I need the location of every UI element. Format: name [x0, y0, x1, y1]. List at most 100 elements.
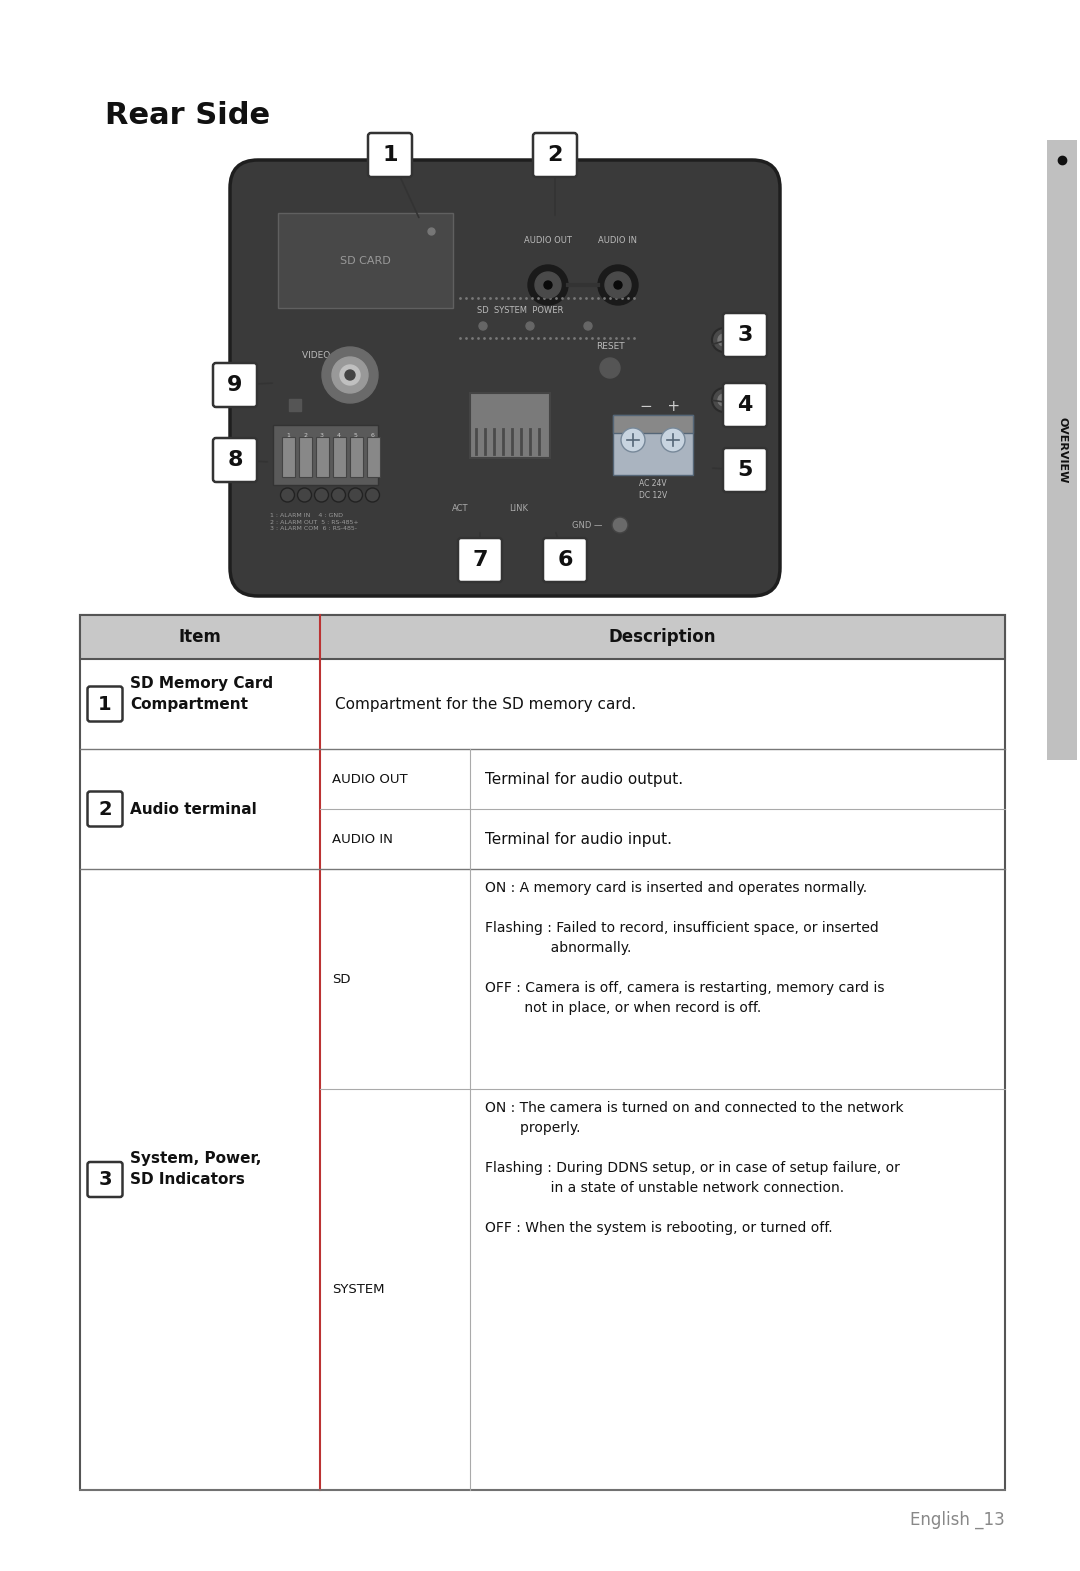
Text: Terminal for audio output.: Terminal for audio output. — [485, 771, 684, 787]
Bar — [613, 415, 693, 434]
Circle shape — [340, 364, 360, 385]
Text: System, Power,
SD Indicators: System, Power, SD Indicators — [130, 1152, 261, 1188]
Text: NETWORK: NETWORK — [485, 401, 535, 410]
Text: AUDIO IN: AUDIO IN — [598, 236, 637, 245]
Circle shape — [480, 322, 487, 330]
Circle shape — [332, 489, 346, 503]
Text: SD Memory Card
Compartment: SD Memory Card Compartment — [130, 676, 273, 712]
Circle shape — [349, 489, 363, 503]
Text: 3: 3 — [98, 1170, 111, 1189]
Text: AUDIO IN: AUDIO IN — [332, 833, 393, 845]
FancyBboxPatch shape — [723, 448, 767, 492]
Text: ON : A memory card is inserted and operates normally.

Flashing : Failed to reco: ON : A memory card is inserted and opera… — [485, 881, 885, 1015]
Text: GND —: GND — — [572, 520, 603, 529]
Circle shape — [661, 427, 685, 452]
Text: 2: 2 — [548, 145, 563, 165]
Text: 7: 7 — [472, 550, 488, 570]
FancyBboxPatch shape — [213, 363, 257, 407]
Bar — [613, 415, 693, 474]
Circle shape — [526, 322, 534, 330]
FancyBboxPatch shape — [230, 160, 780, 595]
Circle shape — [544, 281, 552, 289]
FancyBboxPatch shape — [543, 537, 588, 581]
Bar — [333, 437, 346, 478]
Bar — [272, 426, 378, 485]
Text: RESET: RESET — [596, 341, 624, 350]
Text: 1: 1 — [98, 694, 112, 713]
Text: 9: 9 — [227, 375, 243, 394]
FancyBboxPatch shape — [87, 687, 122, 721]
Text: Compartment for the SD memory card.: Compartment for the SD memory card. — [335, 696, 636, 712]
Text: SD CARD: SD CARD — [340, 256, 391, 265]
Text: 2: 2 — [98, 800, 112, 818]
Text: AUDIO OUT: AUDIO OUT — [524, 236, 572, 245]
Circle shape — [718, 394, 730, 405]
Text: Rear Side: Rear Side — [105, 101, 270, 129]
Bar — [282, 437, 295, 478]
FancyBboxPatch shape — [723, 313, 767, 357]
Circle shape — [345, 371, 355, 380]
Text: AUDIO OUT: AUDIO OUT — [332, 773, 407, 786]
Circle shape — [712, 388, 735, 412]
Text: OVERVIEW: OVERVIEW — [1057, 416, 1067, 484]
Circle shape — [322, 347, 378, 404]
FancyBboxPatch shape — [213, 438, 257, 482]
Text: 1: 1 — [286, 432, 289, 437]
FancyBboxPatch shape — [368, 134, 411, 178]
Circle shape — [718, 335, 730, 346]
Bar — [80, 614, 1005, 658]
Text: 6: 6 — [557, 550, 572, 570]
Circle shape — [612, 517, 627, 533]
Text: SD: SD — [332, 972, 351, 985]
Text: 6: 6 — [372, 432, 375, 437]
Circle shape — [600, 358, 620, 379]
Text: Terminal for audio input.: Terminal for audio input. — [485, 831, 672, 847]
Text: Item: Item — [178, 628, 221, 646]
Circle shape — [621, 427, 645, 452]
FancyBboxPatch shape — [723, 383, 767, 427]
Text: English _13: English _13 — [910, 1511, 1005, 1529]
Circle shape — [314, 489, 328, 503]
Text: 4: 4 — [337, 432, 341, 437]
Text: SYSTEM: SYSTEM — [332, 1284, 384, 1296]
Text: Description: Description — [609, 628, 716, 646]
Text: 4: 4 — [738, 394, 753, 415]
Bar — [298, 437, 311, 478]
Circle shape — [535, 272, 561, 298]
Circle shape — [605, 272, 631, 298]
Text: 8: 8 — [227, 449, 243, 470]
Text: ACT: ACT — [451, 503, 469, 512]
Text: 3: 3 — [738, 325, 753, 346]
Bar — [315, 437, 328, 478]
Circle shape — [281, 489, 295, 503]
Circle shape — [528, 265, 568, 305]
Text: ON : The camera is turned on and connected to the network
        properly.

Fla: ON : The camera is turned on and connect… — [485, 1101, 904, 1235]
Bar — [350, 437, 363, 478]
FancyBboxPatch shape — [534, 134, 577, 178]
Text: LINK: LINK — [510, 503, 528, 512]
Text: 5: 5 — [354, 432, 357, 437]
Bar — [278, 214, 453, 308]
Bar — [80, 614, 1005, 1489]
Text: 5: 5 — [738, 460, 753, 481]
Bar — [1047, 140, 1077, 760]
Circle shape — [365, 489, 379, 503]
Text: 2: 2 — [303, 432, 307, 437]
Text: AC 24V: AC 24V — [639, 479, 666, 487]
Circle shape — [297, 489, 311, 503]
Circle shape — [615, 281, 622, 289]
FancyBboxPatch shape — [87, 1163, 122, 1197]
Bar — [366, 437, 379, 478]
Text: 1: 1 — [382, 145, 397, 165]
Bar — [470, 393, 550, 457]
Text: −   +: − + — [640, 399, 680, 413]
Text: 1 : ALARM IN    4 : GND
2 : ALARM OUT  5 : RS-485+
3 : ALARM COM  6 : RS-485-: 1 : ALARM IN 4 : GND 2 : ALARM OUT 5 : R… — [270, 514, 359, 531]
Text: VIDEO —: VIDEO — — [302, 350, 342, 360]
Text: SD  SYSTEM  POWER: SD SYSTEM POWER — [476, 305, 563, 314]
Circle shape — [712, 328, 735, 352]
Circle shape — [584, 322, 592, 330]
FancyBboxPatch shape — [87, 792, 122, 826]
Circle shape — [598, 265, 638, 305]
Circle shape — [332, 357, 368, 393]
Text: Audio terminal: Audio terminal — [130, 801, 257, 817]
